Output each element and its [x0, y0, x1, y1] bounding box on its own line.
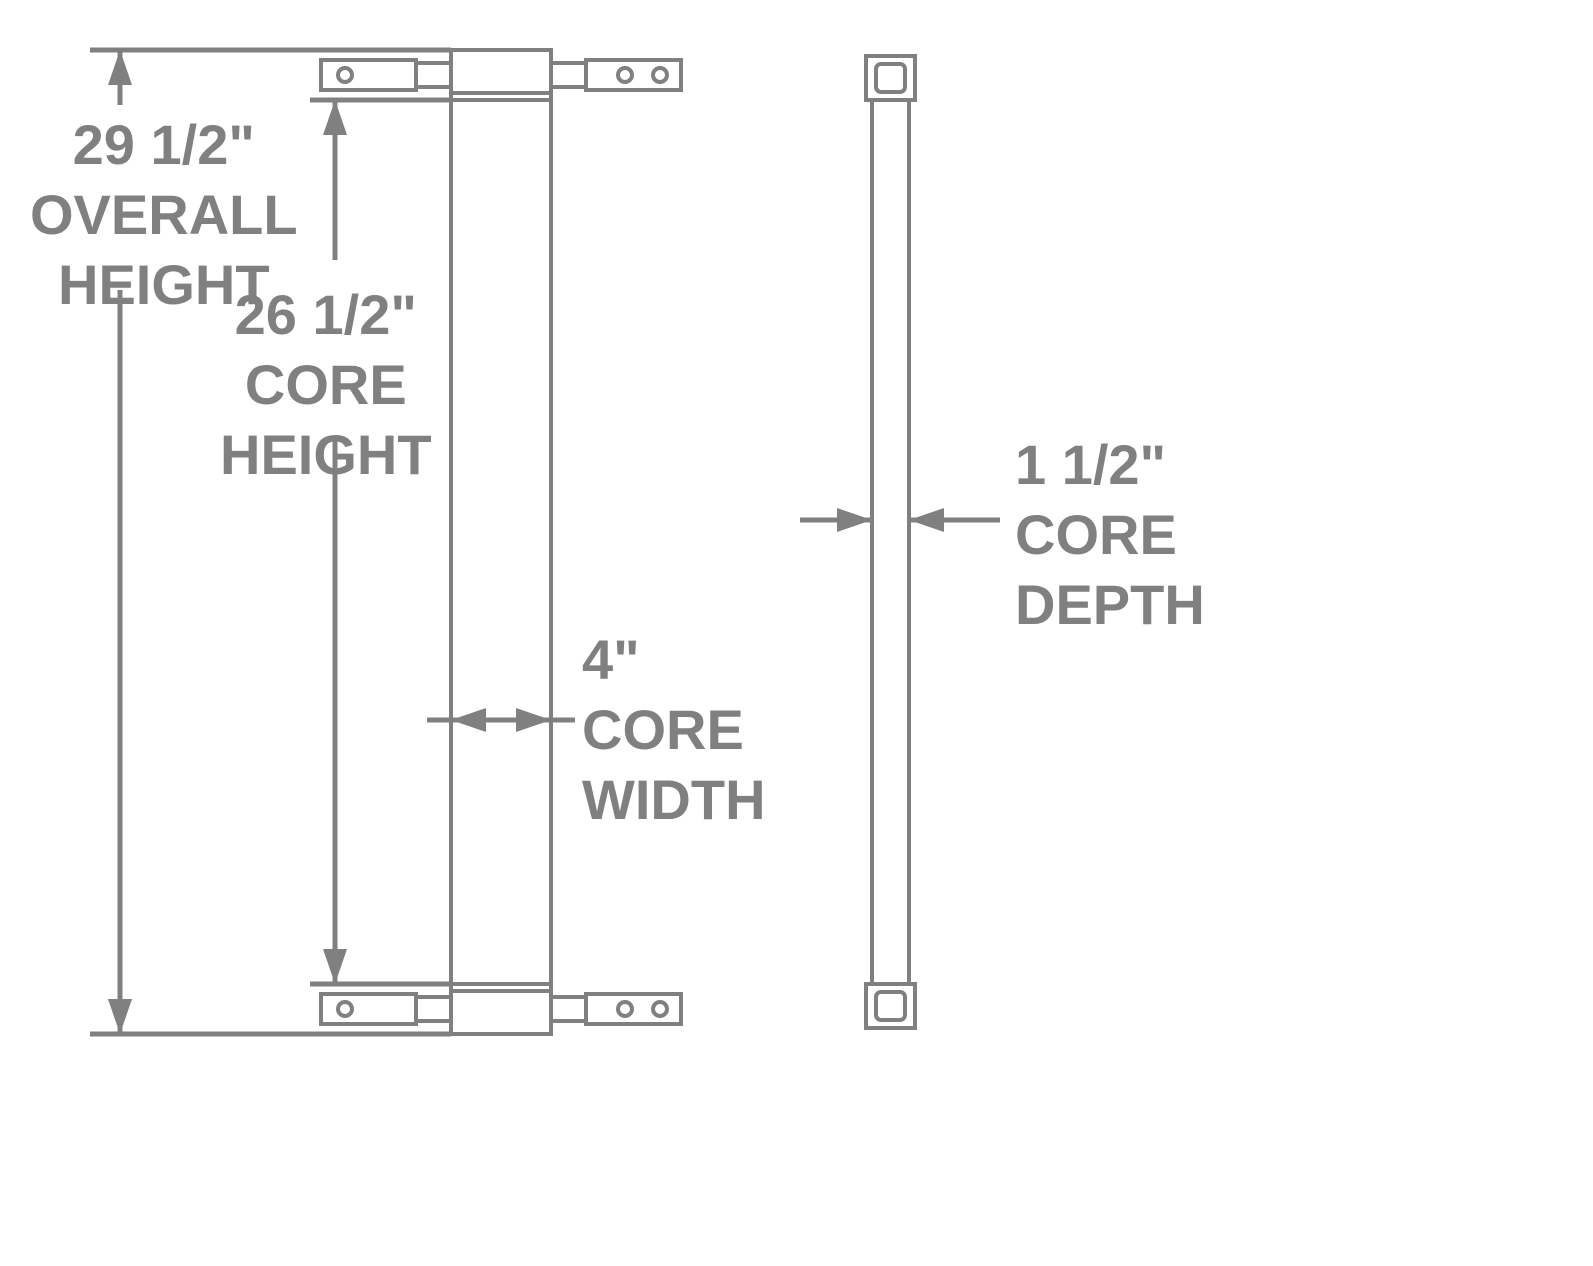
core-depth-label: 1 1/2" CORE DEPTH — [1015, 430, 1205, 640]
core-width-label: 4" CORE WIDTH — [582, 625, 766, 835]
core-height-label: 26 1/2" CORE HEIGHT — [220, 280, 432, 490]
core-width-value: 4" — [582, 625, 766, 695]
core-height-value: 26 1/2" — [220, 280, 432, 350]
core-depth-value: 1 1/2" — [1015, 430, 1205, 500]
overall-height-value: 29 1/2" — [30, 110, 298, 180]
